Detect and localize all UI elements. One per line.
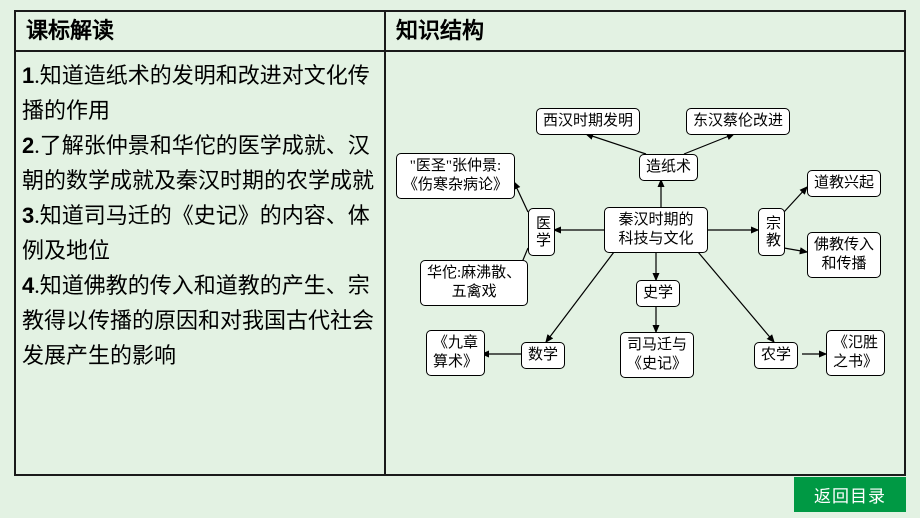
node-dao: 道教兴起 xyxy=(807,170,881,197)
node-zhang: "医圣"张仲景:《伤寒杂病论》 xyxy=(396,153,515,199)
node-sima: 司马迁与《史记》 xyxy=(620,332,694,378)
node-math: 数学 xyxy=(521,342,565,369)
node-med: 医学 xyxy=(528,208,555,256)
list-item: 1.知道造纸术的发明和改进对文化传播的作用 xyxy=(22,58,374,128)
node-center: 秦汉时期的科技与文化 xyxy=(604,207,708,253)
list-item: 4.知道佛教的传入和道教的产生、宗教得以传播的原因和对我国古代社会发展产生的影响 xyxy=(22,268,374,373)
node-shixue: 史学 xyxy=(636,280,680,307)
list-item: 3.知道司马迁的《史记》的内容、体例及地位 xyxy=(22,198,374,268)
header-left: 课标解读 xyxy=(15,11,385,51)
curriculum-cell: 1.知道造纸术的发明和改进对文化传播的作用 2.了解张仲景和华佗的医学成就、汉朝… xyxy=(15,51,385,475)
node-fansheng: 《氾胜之书》 xyxy=(826,330,885,376)
return-button[interactable]: 返回目录 xyxy=(794,477,906,512)
node-xihan: 西汉时期发明 xyxy=(536,108,640,135)
node-hua: 华佗:麻沸散、五禽戏 xyxy=(420,260,528,306)
node-nongxue: 农学 xyxy=(754,342,798,369)
node-jiuzhang: 《九章算术》 xyxy=(426,330,485,376)
diagram-cell: 秦汉时期的科技与文化 造纸术 西汉时期发明 东汉蔡伦改进医学 "医圣"张仲景:《伤寒杂病… xyxy=(385,51,905,475)
content-table: 课标解读 知识结构 1.知道造纸术的发明和改进对文化传播的作用 2.了解张仲景和… xyxy=(14,10,906,476)
list-item: 2.了解张仲景和华佗的医学成就、汉朝的数学成就及秦汉时期的农学成就 xyxy=(22,128,374,198)
node-fo: 佛教传入和传播 xyxy=(807,232,881,278)
node-paper: 造纸术 xyxy=(639,154,698,181)
header-right: 知识结构 xyxy=(385,11,905,51)
node-donghan: 东汉蔡伦改进 xyxy=(686,108,790,135)
node-rel: 宗教 xyxy=(758,208,785,256)
